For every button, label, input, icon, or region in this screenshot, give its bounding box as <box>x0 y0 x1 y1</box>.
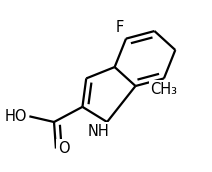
Text: O: O <box>58 141 70 156</box>
Text: NH: NH <box>87 124 109 139</box>
Text: F: F <box>116 20 124 35</box>
Text: HO: HO <box>5 109 28 124</box>
Text: CH₃: CH₃ <box>151 82 177 97</box>
